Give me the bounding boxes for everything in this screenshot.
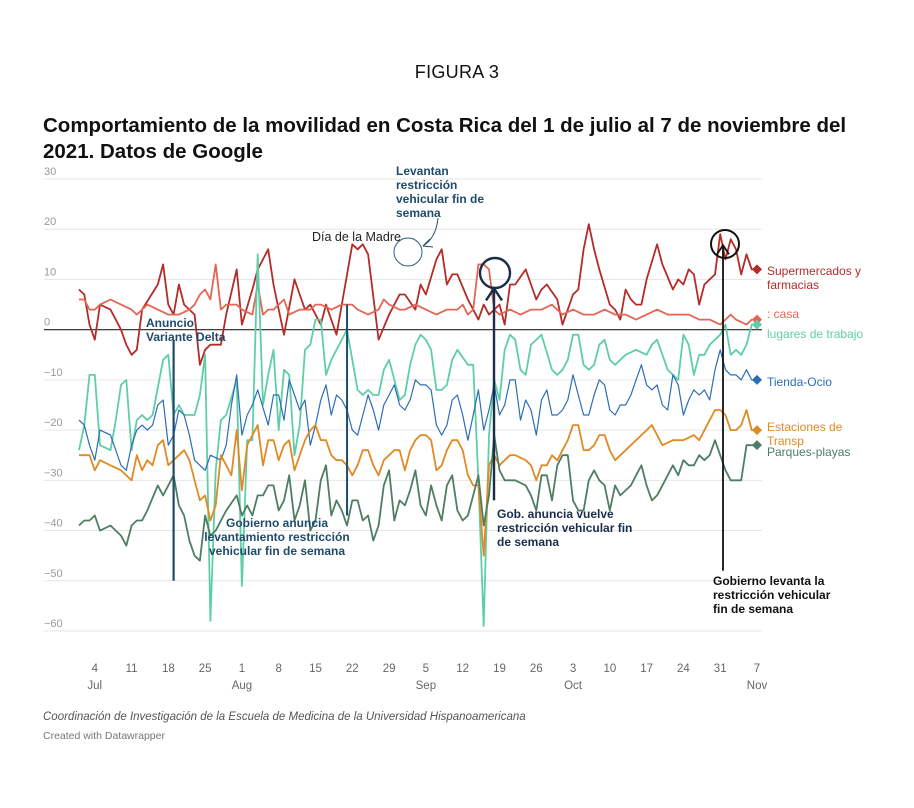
annotation-arrowhead xyxy=(716,243,730,255)
y-tick-label: −30 xyxy=(44,467,63,479)
chart-title: Comportamiento de la movilidad en Costa … xyxy=(43,114,847,163)
series-end-marker xyxy=(752,314,762,325)
annotation-text: fin de semana xyxy=(713,602,793,616)
series-label: farmacias xyxy=(767,278,819,292)
x-tick-label: 24 xyxy=(677,663,690,675)
x-tick-label: 22 xyxy=(346,663,359,675)
annotation-text: restricción vehicular fin xyxy=(497,521,632,535)
series-label: Parques-playas xyxy=(767,445,850,459)
y-tick-label: 0 xyxy=(44,317,50,329)
series-label: Tienda-Ocio xyxy=(767,375,832,389)
series-end-marker xyxy=(752,425,762,436)
x-month-label: Jul xyxy=(87,680,102,692)
x-tick-label: 8 xyxy=(276,663,282,675)
series-end-marker xyxy=(752,440,762,451)
annotation-text: vehicular fin de semana xyxy=(209,544,345,558)
series-line-0 xyxy=(78,223,757,366)
x-tick-label: 3 xyxy=(570,663,576,675)
annotation-text: Gob. anuncia vuelve xyxy=(497,507,614,521)
annotation-text: Gobierno levanta la xyxy=(713,574,825,588)
y-tick-label: −50 xyxy=(44,568,63,580)
annotation-text: semana xyxy=(396,206,441,220)
x-month-label: Aug xyxy=(232,680,252,692)
x-tick-label: 25 xyxy=(199,663,212,675)
annotation-text: Levantan xyxy=(396,164,449,178)
y-tick-label: 10 xyxy=(44,266,56,278)
annotation-text: Gobierno anuncia xyxy=(226,516,328,530)
annotation-text: vehicular fin de xyxy=(396,192,484,206)
annotation-text: levantamiento restricción xyxy=(204,530,349,544)
y-tick-label: 30 xyxy=(44,166,56,178)
x-tick-label: 26 xyxy=(530,663,543,675)
series-label: Estaciones de xyxy=(767,420,843,434)
series-line-4 xyxy=(79,409,757,557)
figure-label: FIGURA 3 xyxy=(414,62,500,82)
series-end-marker xyxy=(752,264,762,275)
x-tick-label: 1 xyxy=(239,663,245,675)
series-label: lugares de trabajo xyxy=(767,327,863,341)
x-tick-label: 4 xyxy=(92,663,99,675)
x-tick-label: 7 xyxy=(754,663,760,675)
annotation-circle xyxy=(478,256,512,290)
y-tick-label: −20 xyxy=(44,417,63,429)
y-tick-label: −40 xyxy=(44,518,63,530)
x-tick-label: 10 xyxy=(603,663,616,675)
series-end-marker xyxy=(752,374,762,385)
x-tick-label: 5 xyxy=(423,663,429,675)
x-month-label: Sep xyxy=(416,680,436,692)
annotation-arrowhead xyxy=(422,238,434,248)
x-tick-label: 12 xyxy=(456,663,469,675)
x-tick-label: 18 xyxy=(162,663,175,675)
x-month-label: Oct xyxy=(564,680,583,692)
series-label: Supermercados y xyxy=(767,264,861,278)
series-label: : casa xyxy=(767,307,799,321)
x-tick-label: 19 xyxy=(493,663,506,675)
series-label: Transp xyxy=(767,434,804,448)
series-line-3 xyxy=(78,349,757,471)
grid-layer xyxy=(44,178,762,632)
y-tick-label: −10 xyxy=(44,367,63,379)
annotation-text: restricción vehicular xyxy=(713,588,831,602)
annotation-text: de semana xyxy=(497,535,559,549)
annotation-arrow xyxy=(422,217,439,247)
x-tick-label: 17 xyxy=(640,663,653,675)
annotation-text: Día de la Madre xyxy=(312,230,401,244)
series-end-marker xyxy=(752,319,762,330)
annotation-circle xyxy=(710,229,740,259)
x-tick-label: 11 xyxy=(126,663,138,675)
series-line-1 xyxy=(79,263,757,326)
annotation-circle xyxy=(393,237,423,267)
series-line-5 xyxy=(78,434,757,562)
y-tick-label: −60 xyxy=(44,618,63,630)
y-tick-label: 20 xyxy=(44,216,56,228)
axis-layer: 30 20 10 0 −10 −20 −30 −40 −50 −60 4 Jul 11 18 25 1 Aug 8… xyxy=(44,166,767,692)
x-tick-label: 15 xyxy=(309,663,322,675)
x-tick-label: 31 xyxy=(714,663,727,675)
credit-note: Created with Datawrapper xyxy=(43,730,165,742)
annotation-text: Variante Delta xyxy=(146,330,226,344)
series-line-2 xyxy=(78,253,757,627)
source-note: Coordinación de Investigación de la Escu… xyxy=(43,711,526,723)
annotation-text: Anuncio xyxy=(146,316,194,330)
x-month-label: Nov xyxy=(747,680,768,692)
x-tick-label: 29 xyxy=(383,663,396,675)
annotation-text: restricción xyxy=(396,178,457,192)
